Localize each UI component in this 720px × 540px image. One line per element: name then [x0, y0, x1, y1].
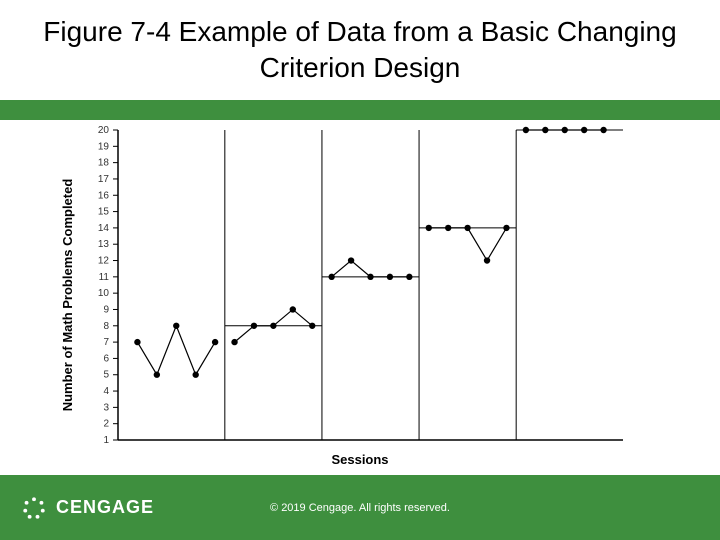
svg-text:14: 14 [98, 223, 110, 234]
svg-text:5: 5 [103, 370, 109, 381]
svg-text:1: 1 [103, 435, 109, 446]
svg-text:3: 3 [103, 402, 109, 413]
svg-text:6: 6 [103, 353, 109, 364]
brand-text: CENGAGE [56, 497, 154, 518]
svg-text:20: 20 [98, 125, 110, 136]
svg-text:4: 4 [103, 386, 109, 397]
svg-text:8: 8 [103, 321, 109, 332]
svg-text:2: 2 [103, 419, 109, 430]
svg-text:17: 17 [98, 174, 110, 185]
svg-text:16: 16 [98, 190, 110, 201]
svg-text:11: 11 [99, 272, 110, 283]
chart-svg: 1234567891011121314151617181920 [0, 120, 720, 475]
svg-text:12: 12 [98, 256, 110, 267]
footer: CENGAGE © 2019 Cengage. All rights reser… [0, 475, 720, 540]
chart-area: Number of Math Problems Completed Sessio… [0, 120, 720, 475]
svg-text:18: 18 [98, 158, 110, 169]
svg-text:19: 19 [98, 141, 110, 152]
cengage-logo-icon [20, 494, 48, 522]
under-bar [0, 100, 720, 120]
figure-title: Figure 7-4 Example of Data from a Basic … [40, 14, 680, 87]
svg-text:10: 10 [98, 288, 110, 299]
brand: CENGAGE [20, 494, 154, 522]
svg-text:15: 15 [98, 207, 110, 218]
svg-text:7: 7 [103, 337, 109, 348]
copyright-text: © 2019 Cengage. All rights reserved. [270, 502, 450, 514]
title-bar: Figure 7-4 Example of Data from a Basic … [0, 0, 720, 100]
svg-text:9: 9 [103, 304, 109, 315]
svg-text:13: 13 [98, 239, 110, 250]
